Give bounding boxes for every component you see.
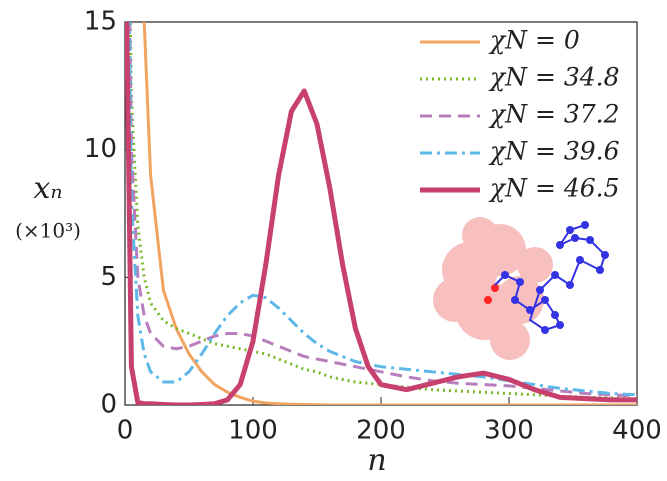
series-line — [142, 22, 637, 405]
x-tick-label: 100 — [228, 416, 278, 446]
series-line — [128, 22, 637, 398]
x-tick-label: 400 — [612, 416, 662, 446]
legend-label: χN = 0 — [488, 26, 580, 55]
x-tick-label: 0 — [117, 416, 134, 446]
y-axis-unit: (×10³) — [15, 219, 81, 243]
x-tick-label: 200 — [356, 416, 406, 446]
y-axis-label: xₙ — [33, 171, 62, 206]
legend-label: χN = 39.6 — [488, 137, 620, 166]
x-tick-label: 300 — [484, 416, 534, 446]
plot-lines — [125, 22, 637, 405]
y-tick-label: 0 — [100, 390, 117, 420]
y-tick-label: 5 — [100, 262, 117, 292]
molecule-illustration — [433, 217, 609, 360]
x-axis-label: n — [367, 443, 386, 477]
series-line — [125, 22, 637, 405]
legend-label: χN = 37.2 — [488, 100, 620, 129]
legend-label: χN = 34.8 — [488, 63, 620, 92]
y-tick-label: 15 — [84, 7, 117, 37]
legend-label: χN = 46.5 — [488, 174, 620, 203]
y-tick-label: 10 — [84, 134, 117, 164]
